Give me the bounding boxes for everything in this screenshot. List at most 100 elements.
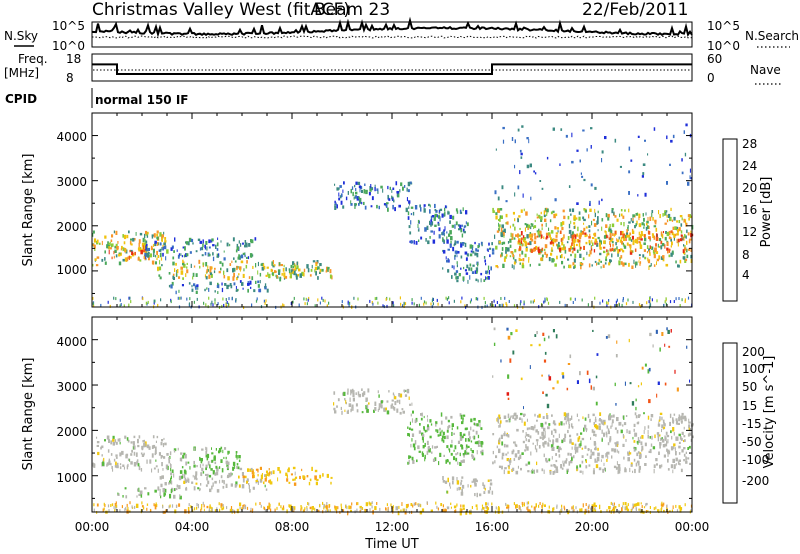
power-cell xyxy=(249,253,253,258)
station-title: Christmas Valley West (fitACF) xyxy=(92,0,350,20)
power-cell xyxy=(251,276,254,281)
power-cell xyxy=(383,203,386,206)
power-cell xyxy=(566,241,569,244)
power-cell xyxy=(423,208,426,213)
power-cell xyxy=(485,276,487,281)
velocity-cell xyxy=(527,508,529,512)
velocity-cell xyxy=(288,481,291,484)
power-cell xyxy=(324,299,326,303)
velocity-cell xyxy=(657,423,661,427)
power-cell xyxy=(647,225,649,230)
velocity-cell xyxy=(316,478,319,481)
power-cell xyxy=(611,208,614,211)
power-cell xyxy=(410,206,414,209)
velocity-cell xyxy=(622,415,624,419)
velocity-cell xyxy=(403,508,405,512)
velocity-cell xyxy=(334,505,336,509)
velocity-cell xyxy=(211,459,214,463)
velocity-cell xyxy=(549,470,552,475)
velocity-cell xyxy=(495,506,497,510)
velocity-cell xyxy=(509,416,511,420)
velocity-cell xyxy=(664,423,666,427)
power-cell xyxy=(431,215,435,218)
velocity-cell xyxy=(552,434,555,438)
power-cell xyxy=(208,253,211,257)
power-cell xyxy=(131,251,134,256)
power-cell xyxy=(499,208,503,211)
velocity-cell xyxy=(555,334,558,339)
velocity-cell xyxy=(681,412,684,416)
velocity-cell xyxy=(146,459,148,464)
power-cell xyxy=(647,230,650,234)
power-cell xyxy=(456,276,459,280)
velocity-cell xyxy=(113,506,115,509)
velocity-cell xyxy=(589,418,591,423)
velocity-cell xyxy=(300,505,302,508)
velocity-cell xyxy=(257,480,259,485)
velocity-cell xyxy=(507,470,510,474)
power-cell xyxy=(335,202,337,206)
velocity-cell xyxy=(581,447,584,450)
velocity-cell xyxy=(148,446,151,450)
velocity-cell xyxy=(661,428,662,433)
velocity-cell xyxy=(567,511,570,515)
velocity-cell xyxy=(519,454,522,459)
velocity-cell xyxy=(374,506,377,511)
power-cell xyxy=(665,297,667,301)
velocity-cell xyxy=(558,446,561,450)
power-cell xyxy=(580,262,582,265)
power-cell xyxy=(392,301,394,305)
nave-label: Nave xyxy=(750,63,781,77)
velocity-cell xyxy=(593,422,595,426)
power-cell xyxy=(571,237,574,242)
velocity-cell xyxy=(259,478,263,483)
velocity-cell xyxy=(593,508,595,511)
power-cell xyxy=(124,247,126,253)
velocity-cell xyxy=(209,506,212,509)
velocity-cell xyxy=(124,435,127,439)
velocity-cell xyxy=(390,503,392,507)
power-cell xyxy=(596,220,599,225)
velocity-cell xyxy=(613,465,617,469)
power-cell xyxy=(456,279,459,283)
power-cell xyxy=(98,242,101,245)
velocity-cell xyxy=(173,448,177,452)
power-cell xyxy=(129,249,131,253)
power-cell xyxy=(607,301,609,305)
power-cell xyxy=(446,205,448,209)
velocity-cell xyxy=(126,465,129,470)
power-cell xyxy=(114,249,117,253)
velocity-cell xyxy=(96,444,99,447)
power-cell xyxy=(291,270,294,274)
velocity-cell xyxy=(675,418,678,421)
velocity-cell xyxy=(505,420,508,423)
power-cell xyxy=(491,252,495,255)
power-cell xyxy=(150,245,153,251)
power-cell xyxy=(663,231,664,234)
power-cell xyxy=(592,218,595,221)
velocity-cell xyxy=(477,440,481,444)
velocity-cell xyxy=(269,506,271,510)
velocity-cell xyxy=(450,415,453,419)
velocity-cell xyxy=(164,493,166,496)
power-cell xyxy=(589,200,591,204)
power-cell xyxy=(223,275,226,279)
velocity-cell xyxy=(644,363,647,367)
power-cell xyxy=(629,250,633,255)
power-cell xyxy=(642,213,644,217)
velocity-cell xyxy=(538,343,541,347)
velocity-cell xyxy=(664,443,668,447)
velocity-cell xyxy=(171,469,174,473)
velocity-cell xyxy=(170,468,172,472)
velocity-cell xyxy=(584,510,586,515)
velocity-cell xyxy=(456,477,458,481)
velocity-cell xyxy=(276,506,278,510)
power-cell xyxy=(154,240,157,244)
velocity-cell xyxy=(653,468,655,474)
power-cell xyxy=(178,276,181,279)
velocity-cbar-tick-50: 50 xyxy=(742,380,757,394)
velocity-cell xyxy=(193,507,196,511)
velocity-cell xyxy=(630,464,633,467)
power-cell xyxy=(137,247,141,250)
power-cell xyxy=(606,304,608,308)
